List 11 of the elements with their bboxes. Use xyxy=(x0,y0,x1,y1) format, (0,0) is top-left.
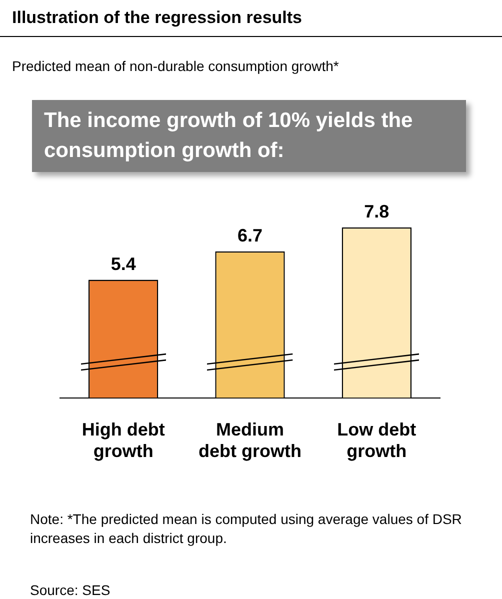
chart-title: Illustration of the regression results xyxy=(12,8,302,28)
x-tick-label: Medium debt growth xyxy=(198,420,302,462)
text: The income growth of 10% yields the consumption growth of: xyxy=(32,100,466,172)
data-label: 5.4 xyxy=(110,254,136,274)
data-label: 6.7 xyxy=(237,225,263,246)
x-tick-label: Low debt growth xyxy=(337,420,416,462)
text: Note: *The predicted mean is computed using average values of DSR increases in each district group. xyxy=(30,510,463,548)
x-tick-label: High debt growth xyxy=(82,420,165,462)
data-label: 7.8 xyxy=(364,201,390,222)
source-note: Source: SES xyxy=(30,582,110,598)
chart-subtitle: Predicted mean of non-durable consumption growth* xyxy=(12,58,339,74)
